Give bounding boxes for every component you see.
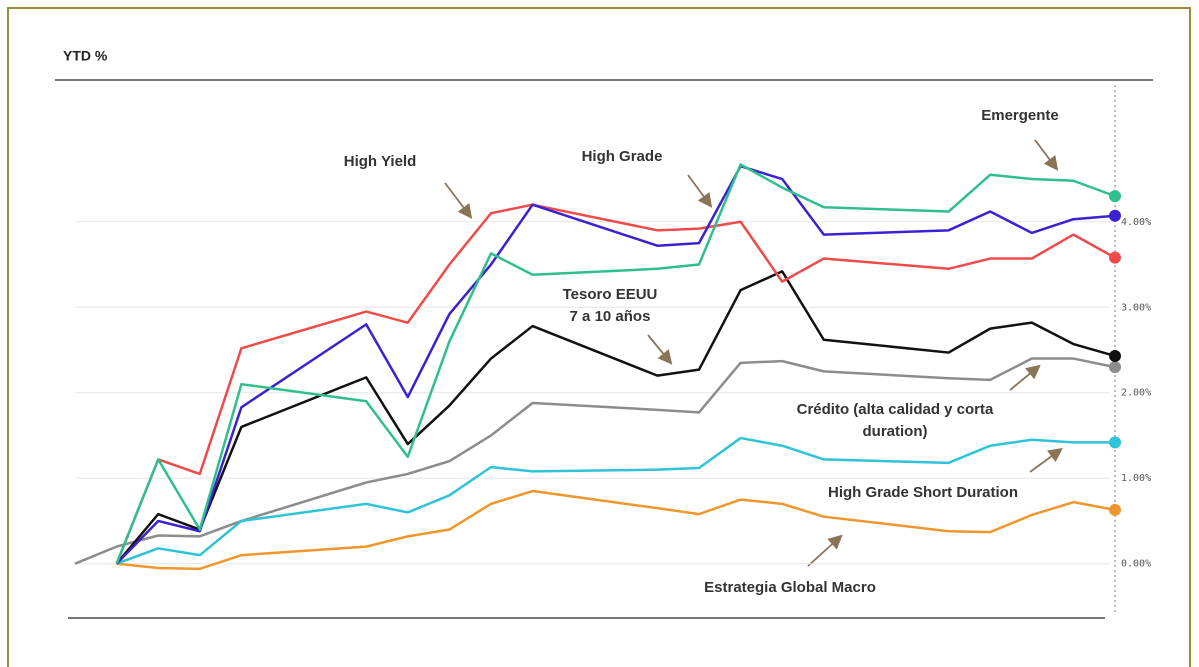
- annotation: High Yield: [344, 153, 417, 170]
- annotation: 7 a 10 años: [570, 308, 651, 325]
- end-dot: [1109, 209, 1121, 222]
- series-line: [115, 163, 1116, 565]
- end-dot: [1109, 436, 1121, 449]
- end-dot: [1109, 251, 1121, 264]
- y-tick-label: 0.00%: [1121, 559, 1151, 570]
- series-line: [74, 357, 1116, 565]
- y-tick-label: 3.00%: [1121, 302, 1151, 313]
- y-tick-label: 2.00%: [1121, 388, 1151, 399]
- end-dot: [1109, 361, 1121, 374]
- arrows: [444, 139, 1063, 567]
- series-line: [115, 270, 1116, 565]
- chart-title: YTD %: [63, 48, 108, 64]
- frame: [7, 7, 1191, 667]
- series-line: [115, 164, 1116, 565]
- end-dot: [1109, 503, 1121, 516]
- y-tick-label: 4.00%: [1121, 217, 1151, 228]
- annotation: Estrategia Global Macro: [704, 579, 876, 596]
- annotation: High Grade Short Duration: [828, 484, 1018, 501]
- annotation: High Grade: [582, 148, 663, 165]
- end-dot: [1109, 190, 1121, 203]
- series-line: [115, 203, 1116, 565]
- annotation: Tesoro EEUU: [563, 286, 658, 303]
- series-line: [116, 489, 1116, 571]
- annotation: Emergente: [981, 107, 1059, 124]
- y-tick-label: 1.00%: [1121, 473, 1151, 484]
- series-line: [116, 436, 1115, 565]
- end-dot: [1109, 349, 1121, 362]
- annotation: duration): [863, 423, 928, 440]
- annotation: Crédito (alta calidad y corta: [797, 401, 994, 418]
